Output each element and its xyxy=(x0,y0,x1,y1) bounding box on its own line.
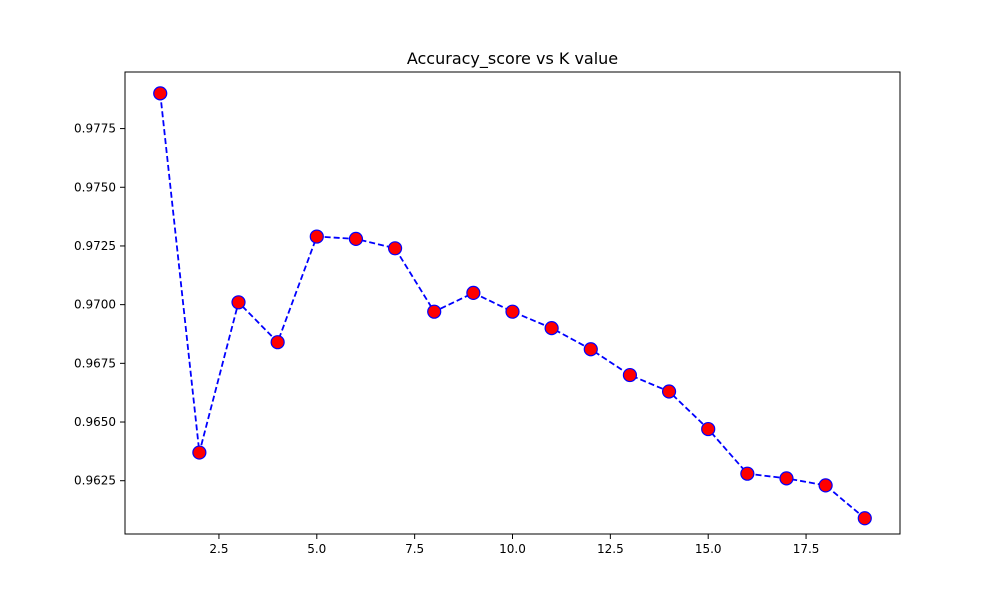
data-point xyxy=(466,285,481,301)
data-point xyxy=(544,321,559,336)
data-point xyxy=(740,466,755,481)
data-point xyxy=(427,304,442,319)
x-tick-label: 5.0 xyxy=(307,542,326,556)
data-point xyxy=(583,342,598,357)
data-point xyxy=(270,335,285,350)
y-tick-label: 0.9650 xyxy=(74,415,116,429)
axes-frame xyxy=(124,71,901,535)
data-point xyxy=(818,478,833,493)
data-point xyxy=(309,229,324,244)
y-tick-label: 0.9700 xyxy=(74,298,116,312)
y-axis: 0.9625 0.9650 0.9675 0.9700 0.9725 0.9750 0.97… xyxy=(74,122,125,488)
data-point xyxy=(505,304,520,319)
y-tick-label: 0.9750 xyxy=(74,180,116,194)
x-tick-label: 17.5 xyxy=(793,542,820,556)
data-point xyxy=(387,241,403,256)
data-point xyxy=(153,86,168,101)
data-point xyxy=(622,367,638,383)
x-tick-label: 10.0 xyxy=(499,542,526,556)
data-point xyxy=(701,421,716,437)
y-tick-label: 0.9675 xyxy=(74,356,116,370)
y-tick-label: 0.9625 xyxy=(74,474,116,488)
y-tick-label: 0.9775 xyxy=(74,122,116,136)
chart-title: Accuracy_score vs K value xyxy=(407,49,618,69)
plot-area: 2.5 5.0 7.5 10.0 12.5 15.0 17.5 0.96250.96500.… xyxy=(74,71,901,556)
x-tick-label: 7.5 xyxy=(405,542,424,556)
x-tick-label: 15.0 xyxy=(695,542,722,556)
y-tick-label: 0.9725 xyxy=(74,239,116,253)
data-point xyxy=(231,295,246,310)
x-tick-label: 12.5 xyxy=(597,542,624,556)
data-point xyxy=(192,445,207,460)
data-point xyxy=(857,511,872,526)
x-axis: 2.5 5.0 7.5 10.0 12.5 15.0 17.5 xyxy=(209,534,819,556)
x-tick-label: 2.5 xyxy=(209,542,228,556)
data-point xyxy=(348,231,364,247)
data-point xyxy=(661,384,677,399)
data-point xyxy=(779,471,794,486)
series-layer xyxy=(153,86,872,526)
